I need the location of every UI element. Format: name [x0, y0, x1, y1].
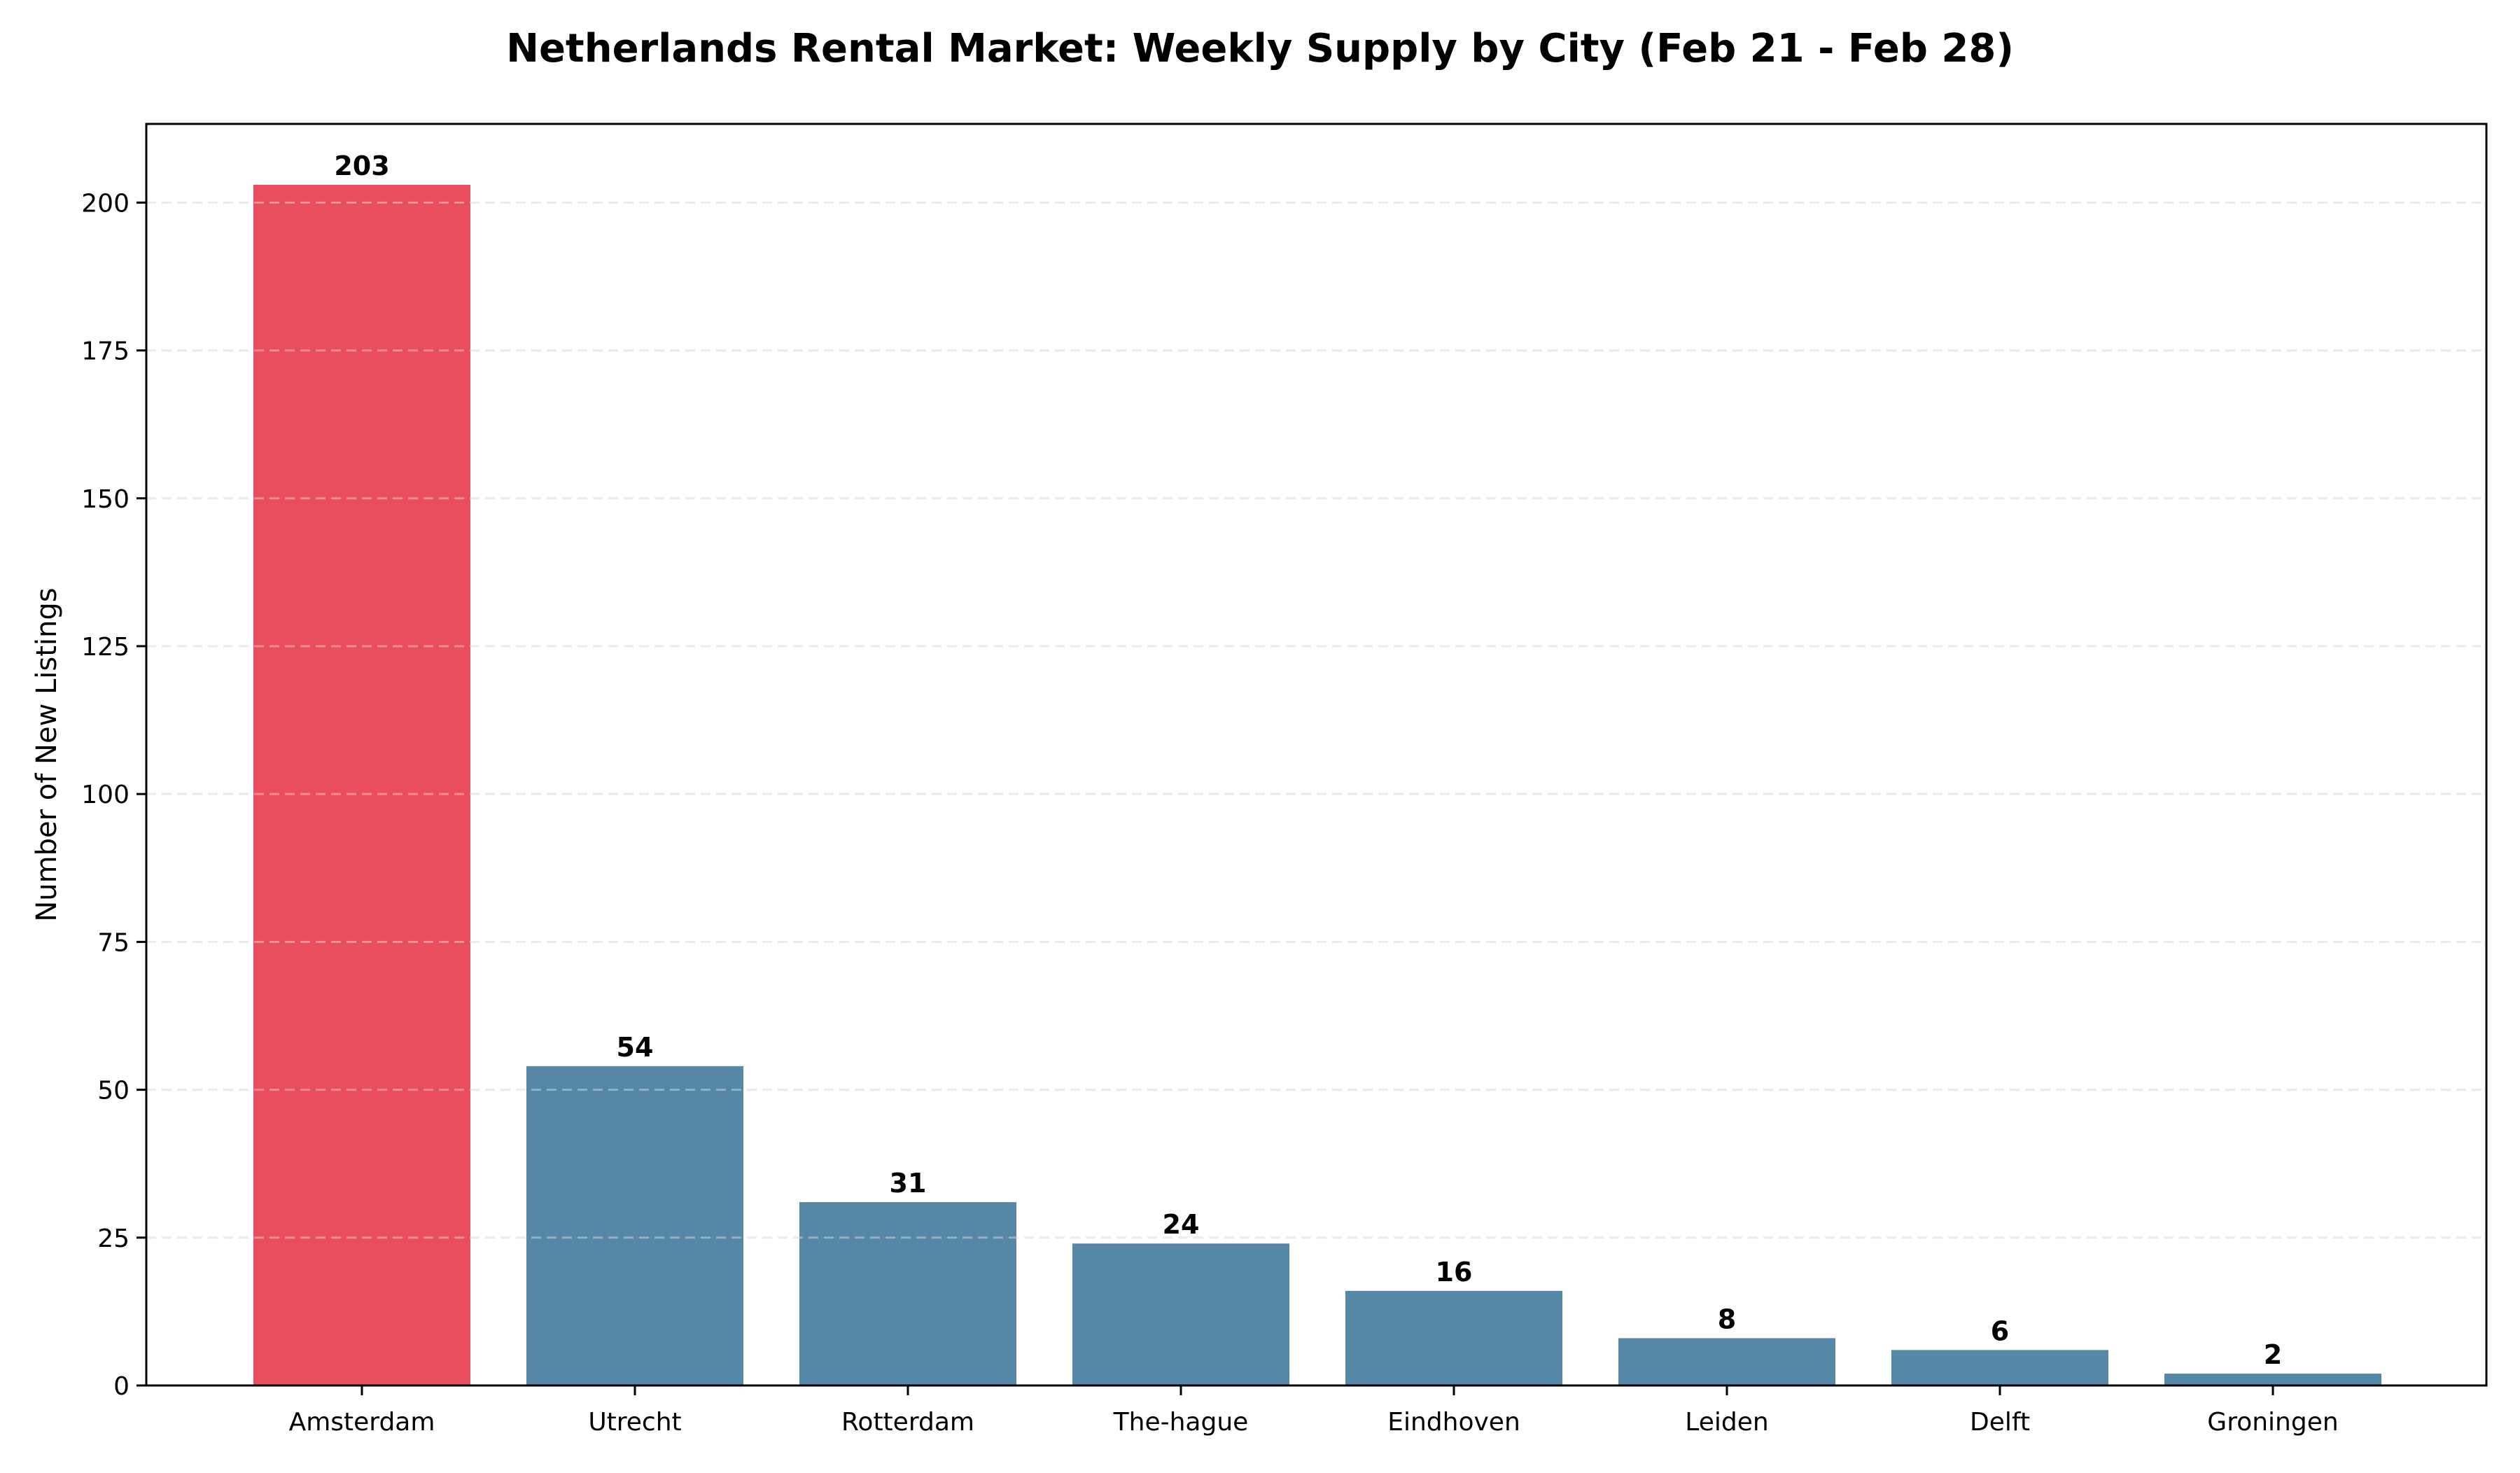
x-tick-label: Delft [1970, 1408, 2030, 1437]
bar-value-label: 24 [1163, 1209, 1200, 1240]
bar-value-label: 54 [617, 1032, 654, 1063]
x-tick-label: Utrecht [588, 1408, 681, 1437]
bar-amsterdam [253, 185, 470, 1386]
y-tick-label: 200 [81, 189, 130, 218]
bar-eindhoven [1345, 1290, 1562, 1385]
x-tick-label: The-hague [1113, 1408, 1249, 1437]
y-tick-label: 175 [81, 337, 130, 366]
y-tick-label: 150 [81, 485, 130, 514]
y-tick-label: 100 [81, 781, 130, 809]
bar-value-label: 6 [1991, 1315, 2009, 1346]
x-tick-label: Leiden [1685, 1408, 1768, 1437]
x-tick-label: Rotterdam [841, 1408, 974, 1437]
chart-title: Netherlands Rental Market: Weekly Supply… [506, 26, 2014, 71]
bar-leiden [1618, 1338, 1835, 1385]
x-axis: Amsterdam Utrecht Rotterdam The-hague Eindho… [289, 1385, 2339, 1437]
bars [253, 185, 2381, 1386]
gridlines-overlay [146, 201, 2486, 1239]
bar-value-labels: 203 54 31 24 16 8 6 2 [334, 151, 2282, 1370]
gridlines [146, 201, 2486, 1239]
bar-utrecht [526, 1066, 743, 1385]
y-tick-label: 125 [81, 633, 130, 662]
plot-frame [145, 123, 2488, 1387]
x-tick-label: Amsterdam [289, 1408, 435, 1437]
bar-value-label: 203 [334, 151, 389, 181]
y-axis: 0 25 50 75 100 125 150 175 200 [81, 189, 146, 1401]
y-tick-label: 0 [113, 1372, 130, 1401]
bar-value-label: 2 [2264, 1339, 2282, 1370]
bar-rotterdam [799, 1202, 1016, 1385]
x-tick-label: Groningen [2207, 1408, 2338, 1437]
bar-value-label: 16 [1436, 1257, 1473, 1287]
y-axis-label: Number of New Listings [31, 587, 63, 921]
bar-value-label: 8 [1718, 1304, 1736, 1334]
y-tick-label: 50 [97, 1077, 130, 1105]
y-tick-label: 75 [97, 928, 130, 957]
bar-groningen [2164, 1374, 2381, 1385]
bar-delft [1891, 1350, 2108, 1385]
y-tick-label: 25 [97, 1224, 130, 1253]
bar-the-hague [1072, 1243, 1289, 1385]
x-tick-label: Eindhoven [1387, 1408, 1520, 1437]
bar-value-label: 31 [890, 1168, 927, 1199]
